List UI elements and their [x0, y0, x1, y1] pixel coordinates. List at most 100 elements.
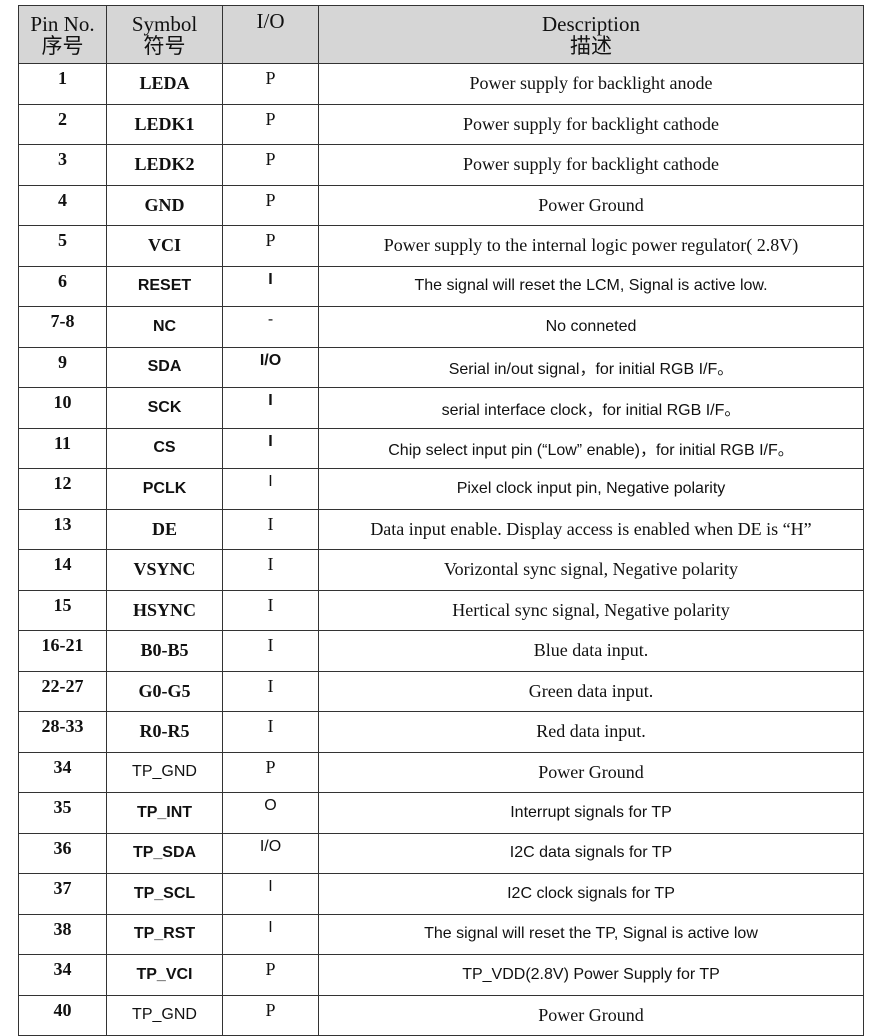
description-cell: Power Ground	[318, 184, 864, 226]
pin-definition-table: Pin No. 序号 Symbol 符号 I/O Description 描述 1 LE…	[18, 5, 864, 1036]
pin-number-cell: 11	[18, 427, 107, 469]
pin-number-cell: 22-27	[18, 670, 107, 712]
io-cell: I	[222, 468, 319, 510]
description-cell: Power supply to the internal logic power…	[318, 225, 864, 267]
pin-number-cell: 38	[18, 913, 107, 955]
io-cell: I	[222, 427, 319, 469]
symbol-cell: CS	[106, 427, 223, 469]
symbol-cell: R0-R5	[106, 711, 223, 753]
io-cell: I	[222, 508, 319, 550]
table-row: 40 TP_GND P Power Ground	[18, 994, 864, 1036]
header-description-cn: 描述	[570, 33, 612, 58]
symbol-cell: LEDA	[106, 63, 223, 105]
pin-number-cell: 9	[18, 346, 107, 388]
table-row: 38 TP_RST I The signal will reset the TP, S…	[18, 913, 864, 955]
header-pin-label: Pin No.	[30, 11, 95, 36]
description-cell: Vorizontal sync signal, Negative polarit…	[318, 549, 864, 591]
description-cell: Green data input.	[318, 670, 864, 712]
symbol-cell: DE	[106, 508, 223, 550]
table-row: 9 SDA I/O Serial in/out signal，for initial …	[18, 346, 864, 388]
pin-number-cell: 3	[18, 144, 107, 186]
header-pin: Pin No. 序号	[18, 5, 107, 64]
header-symbol: Symbol 符号	[106, 5, 223, 64]
io-cell: I	[222, 630, 319, 672]
io-cell: P	[222, 144, 319, 186]
pin-number-cell: 34	[18, 954, 107, 996]
symbol-cell: NC	[106, 306, 223, 348]
pin-number-cell: 36	[18, 832, 107, 874]
io-cell: P	[222, 63, 319, 105]
header-symbol-cn: 符号	[143, 33, 186, 58]
io-cell: O	[222, 792, 319, 834]
io-cell: P	[222, 184, 319, 226]
description-cell: Chip select input pin (“Low” enable)，for…	[318, 427, 864, 469]
pin-number-cell: 37	[18, 873, 107, 915]
symbol-cell: LEDK1	[106, 103, 223, 145]
table-row: 13 DE I Data input enable. Display access i…	[18, 508, 864, 550]
pin-number-cell: 12	[18, 468, 107, 510]
symbol-cell: VCI	[106, 225, 223, 267]
description-cell: TP_VDD(2.8V) Power Supply for TP	[318, 954, 864, 996]
table-row: 4 GND P Power Ground	[18, 184, 864, 226]
header-pin-cn: 序号	[41, 33, 84, 58]
description-cell: Serial in/out signal，for initial RGB I/F…	[318, 346, 864, 388]
description-cell: Interrupt signals for TP	[318, 792, 864, 834]
description-cell: Power Ground	[318, 751, 864, 793]
header-io-label: I/O	[256, 9, 285, 33]
symbol-cell: TP_SCL	[106, 873, 223, 915]
io-cell: I	[222, 387, 319, 429]
symbol-cell: TP_GND	[106, 751, 223, 793]
header-description-label: Description	[542, 11, 640, 36]
symbol-cell: SCK	[106, 387, 223, 429]
table-row: 34 TP_GND P Power Ground	[18, 751, 864, 793]
io-cell: I/O	[222, 832, 319, 874]
table-row: 2 LEDK1 P Power supply for backlight cathod…	[18, 103, 864, 145]
header-symbol-label: Symbol	[131, 11, 198, 36]
io-cell: P	[222, 751, 319, 793]
description-cell: Data input enable. Display access is ena…	[318, 508, 864, 550]
description-cell: Hertical sync signal, Negative polarity	[318, 589, 864, 631]
description-cell: The signal will reset the TP, Signal is …	[318, 913, 864, 955]
io-cell: I	[222, 913, 319, 955]
symbol-cell: TP_SDA	[106, 832, 223, 874]
description-cell: I2C clock signals for TP	[318, 873, 864, 915]
symbol-cell: B0-B5	[106, 630, 223, 672]
symbol-cell: G0-G5	[106, 670, 223, 712]
table-row: 12 PCLK I Pixel clock input pin, Negative p…	[18, 468, 864, 510]
pin-number-cell: 7-8	[18, 306, 107, 348]
description-cell: Pixel clock input pin, Negative polarity	[318, 468, 864, 510]
table-row: 37 TP_SCL I I2C clock signals for TP	[18, 873, 864, 915]
pin-number-cell: 28-33	[18, 711, 107, 753]
table-row: 14 VSYNC I Vorizontal sync signal, Negative…	[18, 549, 864, 591]
description-cell: Blue data input.	[318, 630, 864, 672]
io-cell: P	[222, 994, 319, 1036]
io-cell: -	[222, 306, 319, 348]
symbol-cell: VSYNC	[106, 549, 223, 591]
description-cell: The signal will reset the LCM, Signal is…	[318, 265, 864, 307]
symbol-cell: TP_GND	[106, 994, 223, 1036]
table-row: 16-21 B0-B5 I Blue data input.	[18, 630, 864, 672]
pin-number-cell: 35	[18, 792, 107, 834]
pin-number-cell: 10	[18, 387, 107, 429]
pin-number-cell: 15	[18, 589, 107, 631]
io-cell: P	[222, 954, 319, 996]
pin-number-cell: 1	[18, 63, 107, 105]
symbol-cell: TP_INT	[106, 792, 223, 834]
symbol-cell: PCLK	[106, 468, 223, 510]
description-cell: Power supply for backlight cathode	[318, 144, 864, 186]
table-row: 11 CS I Chip select input pin (“Low” enable…	[18, 427, 864, 469]
symbol-cell: LEDK2	[106, 144, 223, 186]
table-row: 35 TP_INT O Interrupt signals for TP	[18, 792, 864, 834]
pin-number-cell: 6	[18, 265, 107, 307]
pin-number-cell: 2	[18, 103, 107, 145]
pin-number-cell: 16-21	[18, 630, 107, 672]
header-io: I/O	[222, 5, 319, 64]
symbol-cell: TP_VCI	[106, 954, 223, 996]
table-row: 1 LEDA P Power supply for backlight anode	[18, 63, 864, 105]
io-cell: I	[222, 711, 319, 753]
description-cell: Power supply for backlight cathode	[318, 103, 864, 145]
io-cell: P	[222, 225, 319, 267]
table-row: 5 VCI P Power supply to the internal logic …	[18, 225, 864, 267]
symbol-cell: HSYNC	[106, 589, 223, 631]
